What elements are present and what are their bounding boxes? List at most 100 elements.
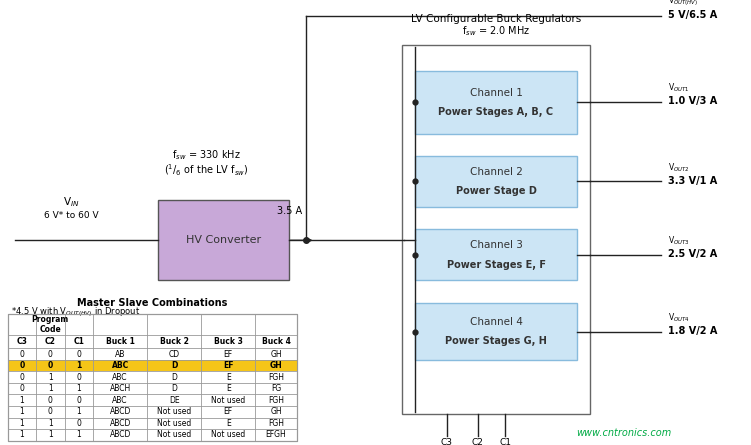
Text: 1: 1 [77,384,81,393]
Text: Not used: Not used [157,419,192,428]
Bar [415,71,577,134]
Bar [402,44,590,414]
Text: 1: 1 [20,419,24,428]
Text: V$_{IN}$: V$_{IN}$ [63,195,80,209]
Text: Not used: Not used [211,396,246,405]
Text: 0: 0 [48,350,53,359]
Text: www.cntronics.com: www.cntronics.com [576,429,671,438]
Text: 0: 0 [48,361,53,370]
Text: 0: 0 [20,373,24,382]
Bar [8,314,297,441]
Text: C2: C2 [45,337,56,346]
Text: Power Stages E, F: Power Stages E, F [447,259,545,270]
Text: 1: 1 [77,361,81,370]
Text: Buck 4: Buck 4 [261,337,291,346]
Text: 3.3 V/1 A: 3.3 V/1 A [668,176,718,186]
Text: Not used: Not used [157,430,192,439]
Text: DE: DE [169,396,179,405]
Text: FG: FG [271,384,281,393]
Text: 5 V/6.5 A: 5 V/6.5 A [668,10,718,20]
Text: 3.5 A: 3.5 A [276,206,302,216]
Text: Buck 1: Buck 1 [106,337,134,346]
Text: 0: 0 [20,350,24,359]
Text: V$_{OUT2}$: V$_{OUT2}$ [668,161,690,174]
Text: 2.5 V/2 A: 2.5 V/2 A [668,249,718,259]
Text: ($^{1}$/$_{6}$ of the LV f$_{sw}$): ($^{1}$/$_{6}$ of the LV f$_{sw}$) [164,162,249,178]
Text: C1: C1 [499,438,511,445]
Bar [158,200,289,280]
Text: ABC: ABC [113,373,128,382]
Text: 6 V* to 60 V: 6 V* to 60 V [44,211,98,220]
Text: E: E [226,384,231,393]
Text: C3: C3 [441,438,453,445]
Text: FGH: FGH [268,419,284,428]
Text: V$_{OUT(HV)}$: V$_{OUT(HV)}$ [668,0,698,8]
Text: Master Slave Combinations: Master Slave Combinations [77,299,228,308]
Text: C2: C2 [472,438,484,445]
Text: ABCH: ABCH [110,384,131,393]
Text: ABC: ABC [112,361,128,370]
Text: 1: 1 [77,430,81,439]
Bar [415,229,577,280]
Text: ABCD: ABCD [110,430,131,439]
Text: Buck 3: Buck 3 [214,337,243,346]
Text: 1: 1 [77,407,81,416]
Text: ABCD: ABCD [110,407,131,416]
Text: Not used: Not used [157,407,192,416]
Text: Power Stage D: Power Stage D [456,186,536,196]
Text: Not used: Not used [211,430,246,439]
Text: Channel 2: Channel 2 [469,166,523,177]
Text: C3: C3 [17,337,27,346]
Bar [415,156,577,207]
Text: Channel 1: Channel 1 [469,88,523,97]
Text: D: D [171,373,177,382]
Text: 1: 1 [48,430,53,439]
Text: V$_{OUT3}$: V$_{OUT3}$ [668,235,690,247]
Text: Power Stages A, B, C: Power Stages A, B, C [439,107,553,117]
Text: V$_{OUT4}$: V$_{OUT4}$ [668,312,690,324]
Text: 0: 0 [48,396,53,405]
Text: 0: 0 [48,407,53,416]
Text: EFGH: EFGH [266,430,286,439]
Text: Program
Code: Program Code [32,315,69,334]
Text: EF: EF [224,350,233,359]
Text: Power Stages G, H: Power Stages G, H [445,336,547,346]
Text: 0: 0 [77,373,81,382]
Text: Channel 4: Channel 4 [469,317,523,327]
Text: ABC: ABC [113,396,128,405]
Text: 1.8 V/2 A: 1.8 V/2 A [668,326,718,336]
Text: AB: AB [115,350,125,359]
Text: 0: 0 [20,384,24,393]
Text: E: E [226,419,231,428]
Text: Buck 2: Buck 2 [160,337,189,346]
Text: FGH: FGH [268,373,284,382]
Text: C1: C1 [74,337,84,346]
Text: *4.5 V with V$_{OUT(HV)}$ in Dropout: *4.5 V with V$_{OUT(HV)}$ in Dropout [11,305,140,319]
Text: GH: GH [270,407,282,416]
Text: GH: GH [270,361,282,370]
Text: 1: 1 [48,384,53,393]
Text: EF: EF [224,407,233,416]
Text: FGH: FGH [268,396,284,405]
Text: D: D [171,384,177,393]
Bar [8,314,297,441]
Text: GH: GH [270,350,282,359]
Bar [8,360,297,372]
Text: LV Configurable Buck Regulators: LV Configurable Buck Regulators [411,15,581,24]
Text: HV Converter: HV Converter [185,235,261,245]
Text: 1: 1 [20,430,24,439]
Text: D: D [171,361,177,370]
Text: V$_{OUT1}$: V$_{OUT1}$ [668,82,690,94]
Text: f$_{sw}$ = 2.0 MHz: f$_{sw}$ = 2.0 MHz [462,24,529,38]
Text: Channel 3: Channel 3 [469,240,523,250]
Bar [415,303,577,360]
Text: E: E [226,373,231,382]
Text: 0: 0 [77,350,81,359]
Text: f$_{sw}$ = 330 kHz: f$_{sw}$ = 330 kHz [172,149,241,162]
Text: 1: 1 [20,407,24,416]
Text: 0: 0 [77,396,81,405]
Text: 1: 1 [20,396,24,405]
Text: EF: EF [223,361,234,370]
Text: CD: CD [169,350,179,359]
Text: 1: 1 [48,373,53,382]
